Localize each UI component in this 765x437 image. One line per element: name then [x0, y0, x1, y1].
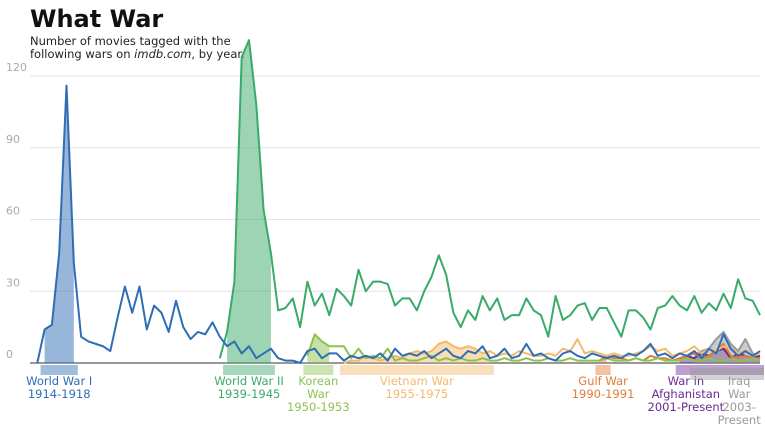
- war-period-band: [303, 365, 334, 375]
- subtitle-line: Number of movies tagged with the: [30, 34, 231, 48]
- war-period-band: [595, 365, 611, 375]
- subtitle-site: imdb.com: [134, 47, 191, 61]
- war-label: World War I: [26, 374, 92, 388]
- war-period-band: [675, 365, 764, 375]
- war-label: War in: [668, 374, 705, 388]
- war-label: 1990-1991: [572, 387, 635, 401]
- war-label: World War II: [214, 374, 283, 388]
- war-period-area: [227, 40, 271, 363]
- war-label: War: [728, 387, 751, 401]
- war-label: Vietnam War: [380, 374, 454, 388]
- war-label: Iraq: [728, 374, 750, 388]
- chart-subtitle: following wars on imdb.com, by year.: [30, 47, 245, 61]
- war-label: 1914-1918: [28, 387, 91, 401]
- series-line: [693, 330, 761, 360]
- war-label: Afghanistan: [652, 387, 720, 401]
- war-label: Gulf War: [578, 374, 628, 388]
- y-tick-label: 90: [6, 133, 20, 146]
- war-period-band: [40, 365, 78, 375]
- subtitle-line: , by year.: [191, 47, 244, 61]
- war-label: 1955-1975: [386, 387, 449, 401]
- y-tick-label: 0: [6, 348, 13, 361]
- war-label: Korean: [298, 374, 338, 388]
- war-label: 2003-: [722, 400, 755, 414]
- war-period-band: [223, 365, 275, 375]
- chart-subtitle: Number of movies tagged with the: [30, 34, 231, 48]
- chart-title: What War: [30, 5, 163, 33]
- war-label: 2001-Present: [648, 400, 725, 414]
- series-line: [343, 338, 761, 364]
- war-period-band: [690, 368, 764, 380]
- subtitle-line: following wars on: [30, 47, 134, 61]
- war-label: War: [307, 387, 330, 401]
- war-period-band: [339, 365, 494, 375]
- war-label: 1939-1945: [218, 387, 281, 401]
- war-label: 1950-1953: [287, 400, 350, 414]
- war-label: Present: [718, 413, 762, 427]
- y-tick-label: 30: [6, 276, 20, 289]
- series-line: [218, 39, 761, 359]
- war-period-area: [44, 85, 74, 364]
- y-tick-label: 60: [6, 205, 20, 218]
- series-line: [36, 84, 761, 364]
- y-tick-label: 120: [6, 61, 27, 74]
